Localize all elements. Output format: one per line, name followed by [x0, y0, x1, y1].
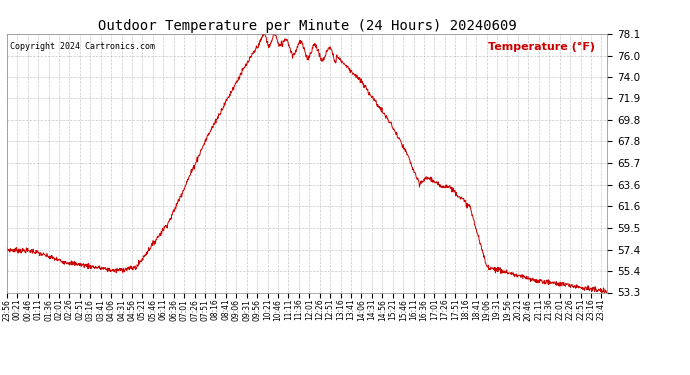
Title: Outdoor Temperature per Minute (24 Hours) 20240609: Outdoor Temperature per Minute (24 Hours…	[98, 19, 516, 33]
Text: Temperature (°F): Temperature (°F)	[489, 42, 595, 52]
Text: Copyright 2024 Cartronics.com: Copyright 2024 Cartronics.com	[10, 42, 155, 51]
